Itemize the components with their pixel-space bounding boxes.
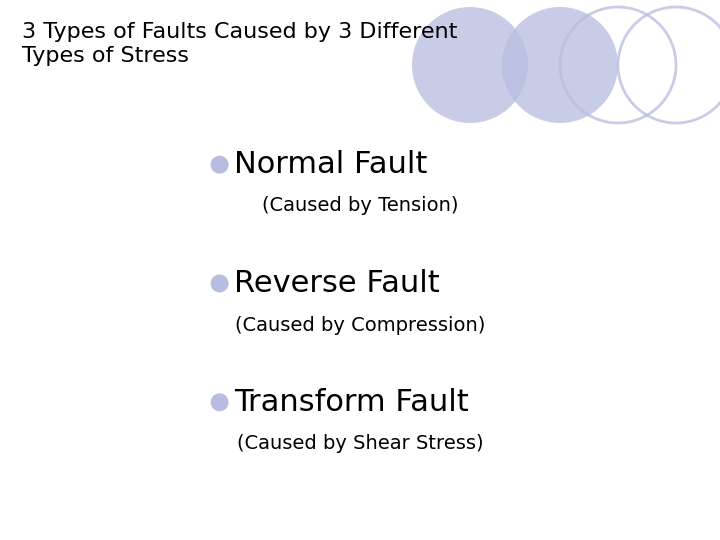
Ellipse shape [502,7,618,123]
Text: Transform Fault: Transform Fault [234,388,469,417]
Ellipse shape [210,393,229,411]
Ellipse shape [210,274,229,293]
Text: Reverse Fault: Reverse Fault [234,269,440,298]
Text: 3 Types of Faults Caused by 3 Different
Types of Stress: 3 Types of Faults Caused by 3 Different … [22,22,457,65]
Text: (Caused by Shear Stress): (Caused by Shear Stress) [237,434,483,454]
Ellipse shape [412,7,528,123]
Text: Normal Fault: Normal Fault [234,150,428,179]
Ellipse shape [210,156,229,174]
Text: (Caused by Tension): (Caused by Tension) [262,195,458,215]
Text: (Caused by Compression): (Caused by Compression) [235,315,485,335]
